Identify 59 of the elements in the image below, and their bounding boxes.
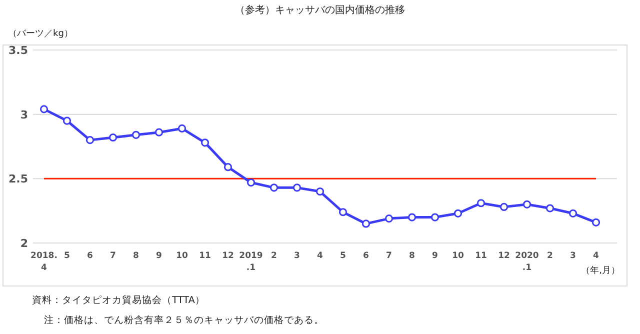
point bbox=[200, 138, 210, 147]
point bbox=[132, 130, 140, 139]
point bbox=[546, 204, 554, 212]
y-axis-title: （バーツ／kg） bbox=[8, 29, 73, 39]
point bbox=[522, 200, 532, 208]
point bbox=[246, 178, 256, 187]
x-tick-label: 2018. 4 bbox=[30, 251, 58, 273]
x-tick-label: 12 bbox=[498, 251, 510, 261]
x-tick-label: 8 bbox=[133, 251, 140, 261]
x-tick-label: 7 bbox=[386, 251, 392, 261]
point bbox=[476, 199, 486, 208]
point bbox=[362, 220, 370, 228]
x-tick-label: 10 bbox=[176, 251, 188, 261]
point bbox=[500, 202, 508, 212]
point bbox=[454, 209, 462, 218]
x-tick-label: 6 bbox=[363, 251, 370, 261]
point bbox=[40, 105, 48, 114]
x-tick-label: 10 bbox=[452, 251, 464, 261]
point bbox=[108, 133, 118, 142]
point bbox=[292, 184, 302, 192]
point bbox=[178, 124, 186, 133]
x-tick-label: 2 bbox=[271, 251, 278, 261]
x-tick-label: 12 bbox=[222, 251, 234, 261]
point bbox=[338, 208, 348, 216]
x-tick-label: 4 bbox=[593, 251, 600, 261]
x-tick-label: 9 bbox=[156, 251, 162, 261]
x-tick-label: 6 bbox=[87, 251, 94, 261]
y-tick-label: 2 bbox=[20, 237, 28, 250]
point bbox=[270, 184, 278, 192]
point bbox=[568, 209, 578, 218]
x-tick-label: 3 bbox=[294, 251, 300, 261]
text: 資料：タイタピオカ貿易協会（TTTA） bbox=[32, 294, 205, 306]
point bbox=[316, 187, 324, 196]
chart-title: （参考）キャッサバの国内価格の推移 bbox=[235, 4, 405, 16]
point bbox=[224, 163, 232, 172]
y-tick-label: 3.5 bbox=[8, 44, 28, 57]
y-tick-label: 3 bbox=[20, 108, 28, 122]
x-axis-title: （年,月） bbox=[581, 265, 620, 276]
x-tick-label: 11 bbox=[475, 251, 487, 261]
x-tick-label: 8 bbox=[409, 251, 416, 261]
point bbox=[408, 213, 416, 222]
x-tick-label: 11 bbox=[199, 251, 211, 261]
x-tick-label: 9 bbox=[432, 251, 438, 261]
x-tick-label: 7 bbox=[110, 251, 116, 261]
x-tick-label: 2019 .1 bbox=[239, 251, 263, 273]
x-tick-label: 2 bbox=[547, 251, 554, 261]
point bbox=[384, 214, 394, 223]
x-tick-label: 3 bbox=[570, 251, 576, 261]
y-tick-label: 2.5 bbox=[8, 172, 28, 186]
point bbox=[154, 128, 164, 136]
x-tick-label: 4 bbox=[317, 251, 324, 261]
point bbox=[86, 136, 94, 144]
point bbox=[62, 116, 72, 125]
x-tick-label: 5 bbox=[64, 251, 70, 261]
x-tick-label: 2020 .1 bbox=[515, 251, 539, 273]
point bbox=[430, 213, 440, 222]
text: 注：価格は、でん粉含有率２５％のキャッサバの価格である。 bbox=[44, 314, 324, 326]
x-tick-label: 5 bbox=[340, 251, 346, 261]
point bbox=[592, 218, 600, 226]
